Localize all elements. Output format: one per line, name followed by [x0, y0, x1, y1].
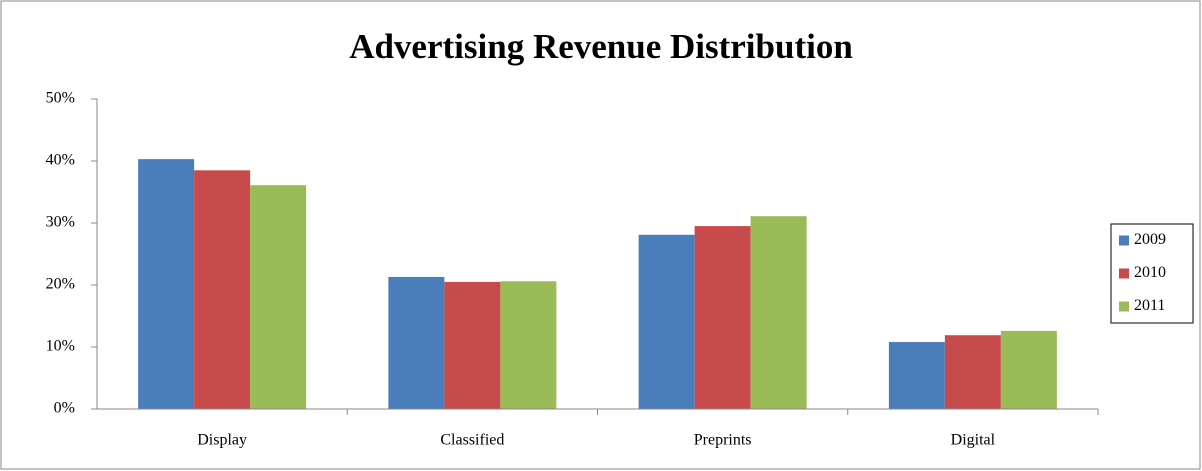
bar	[750, 216, 807, 409]
legend-swatch	[1119, 301, 1129, 312]
y-tick-label: 10%	[46, 338, 75, 355]
y-tick-label: 0%	[54, 400, 75, 417]
y-tick-label: 40%	[46, 152, 75, 169]
x-tick-label: Classified	[440, 432, 504, 449]
bar	[694, 226, 751, 409]
legend-swatch	[1119, 235, 1129, 246]
bar	[194, 170, 251, 409]
bar	[500, 281, 557, 409]
x-tick-label: Digital	[951, 432, 996, 449]
legend-label: 2011	[1134, 297, 1165, 314]
legend-swatch	[1119, 268, 1129, 279]
bar	[944, 335, 1001, 409]
bar	[888, 342, 945, 409]
bar	[388, 276, 445, 409]
x-tick-label: Display	[197, 432, 247, 449]
bar	[138, 159, 195, 409]
y-tick-label: 50%	[46, 90, 75, 107]
bar	[444, 281, 501, 409]
bar	[250, 185, 307, 409]
legend-label: 2010	[1134, 264, 1166, 281]
y-tick-label: 30%	[46, 214, 75, 231]
bar	[1000, 330, 1057, 409]
y-tick-label: 20%	[46, 276, 75, 293]
bar	[638, 234, 695, 409]
x-tick-label: Preprints	[694, 432, 752, 449]
chart-title: Advertising Revenue Distribution	[349, 27, 853, 66]
legend-label: 2009	[1134, 231, 1166, 248]
